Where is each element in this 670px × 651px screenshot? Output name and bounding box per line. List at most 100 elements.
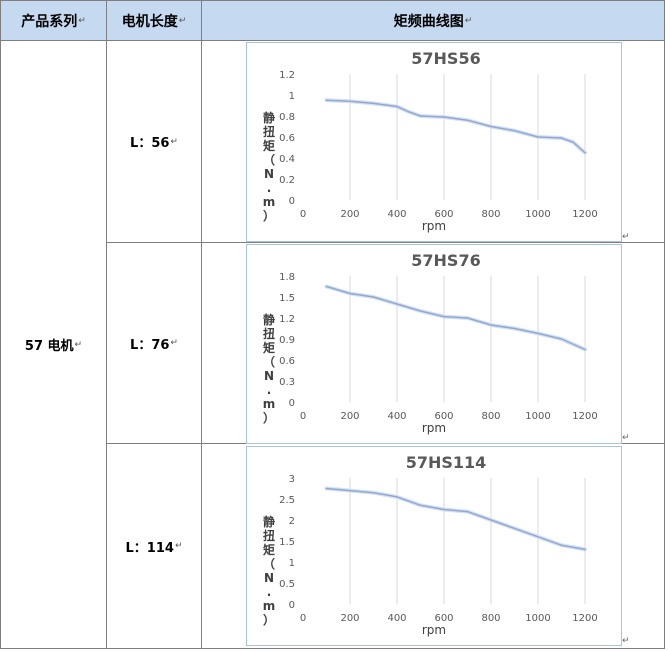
- data-point: [325, 285, 328, 288]
- ylabel-char: N: [263, 167, 275, 181]
- data-point: [372, 491, 375, 494]
- series-line: [325, 285, 586, 351]
- ylabel-char: 矩: [262, 543, 275, 557]
- data-point: [490, 324, 492, 326]
- header-length-label: 电机长度: [121, 13, 178, 30]
- y-tick-label: 2: [289, 516, 295, 527]
- data-point: [584, 151, 586, 154]
- data-point: [513, 527, 516, 530]
- x-tick-label: 200: [340, 613, 359, 624]
- header-curve: 矩频曲线图 ↵: [202, 1, 664, 40]
- table-border-top: [0, 0, 665, 1]
- data-point: [349, 292, 351, 295]
- series-name: 57 电机: [24, 339, 74, 354]
- x-tick-label: 800: [481, 411, 500, 422]
- data-point: [513, 327, 516, 330]
- length-label: L：76: [130, 337, 170, 353]
- data-point: [537, 536, 539, 538]
- data-point: [372, 296, 375, 298]
- ylabel-char: m: [262, 599, 276, 613]
- y-tick-label: 0.6: [279, 356, 295, 367]
- data-point: [466, 510, 469, 513]
- ylabel-char: ）: [262, 613, 275, 627]
- data-point: [490, 125, 492, 128]
- length-label: L：56: [130, 136, 170, 151]
- x-tick-label: 1000: [525, 613, 550, 624]
- data-point: [560, 338, 563, 340]
- data-point: [584, 348, 586, 351]
- data-point: [396, 105, 398, 108]
- paragraph-mark: ↵: [170, 136, 178, 147]
- ylabel-char: 静: [262, 111, 275, 125]
- x-tick-label: 1200: [572, 209, 597, 220]
- col2-line: [201, 0, 202, 649]
- data-point: [466, 317, 469, 319]
- x-tick-label: 0: [300, 209, 306, 220]
- x-tick-label: 400: [387, 411, 406, 422]
- ylabel-char: 扭: [262, 327, 275, 341]
- chart-svg: 57HS76 0 200 400 600 800 1000 1200 0 0.3 0.6 0.9 1.2…: [279, 251, 598, 435]
- y-tick-label: 0: [289, 196, 295, 207]
- data-point: [537, 332, 539, 335]
- ylabel-char: （: [262, 557, 275, 571]
- chart-xlabel: rpm: [422, 421, 446, 435]
- ylabel-char: 扭: [262, 125, 275, 139]
- data-point: [560, 544, 563, 546]
- data-point: [537, 136, 539, 138]
- y-tick-label: 0.9: [279, 335, 295, 346]
- y-tick-label: 3: [289, 474, 295, 485]
- y-tick-label: 0: [289, 600, 295, 611]
- paragraph-mark: ↵: [178, 15, 187, 26]
- series-name-cell: 57 电机 ↵: [1, 41, 106, 648]
- data-point: [572, 141, 575, 144]
- paragraph-mark: ↵: [170, 338, 178, 348]
- data-point: [443, 116, 445, 118]
- x-tick-label: 800: [481, 209, 500, 220]
- ylabel-char: 扭: [262, 529, 275, 543]
- data-point: [325, 487, 328, 490]
- x-tick-label: 400: [387, 209, 406, 220]
- chart-title: 57HS114: [406, 453, 487, 472]
- chart-xlabel: rpm: [422, 623, 446, 637]
- data-point: [396, 303, 398, 305]
- header-series-label: 产品系列: [21, 13, 78, 30]
- header-bottom-line: [0, 40, 665, 41]
- length-label: L：114: [125, 540, 174, 556]
- chart-svg: 57HS56 0 200 400 600 800 1000 1200 0 0.2 0.4 0.6 0.8…: [279, 49, 598, 233]
- x-tick-label: 1200: [572, 411, 597, 422]
- data-point: [372, 102, 375, 105]
- x-tick-label: 1000: [525, 209, 550, 220]
- ylabel-char: N: [263, 369, 275, 383]
- ylabel-char: 静: [262, 515, 275, 529]
- header-length: 电机长度 ↵: [107, 1, 201, 40]
- table-border-bottom: [0, 648, 665, 649]
- row1-bottom-line: [106, 242, 665, 243]
- series-line: [325, 487, 586, 551]
- ylabel-char: m: [262, 195, 276, 209]
- paragraph-mark: ↵: [74, 339, 83, 350]
- ylabel-char: 矩: [262, 341, 275, 355]
- paragraph-mark: ↵: [174, 541, 183, 551]
- x-tick-label: 600: [434, 209, 453, 220]
- x-tick-label: 600: [434, 411, 453, 422]
- data-point: [419, 310, 422, 312]
- y-tick-label: 0.6: [279, 133, 295, 144]
- y-tick-label: 0: [289, 398, 295, 409]
- x-tick-label: 800: [481, 613, 500, 624]
- length-cell-56: L：56 ↵: [107, 41, 201, 242]
- paragraph-mark: ↵: [464, 15, 473, 26]
- x-tick-label: 200: [340, 209, 359, 220]
- x-tick-label: 400: [387, 613, 406, 624]
- ylabel-char: .: [266, 585, 272, 599]
- x-tick-label: 200: [340, 411, 359, 422]
- ylabel-char: .: [266, 181, 272, 195]
- data-point: [325, 99, 328, 102]
- paragraph-mark: ↵: [622, 433, 630, 443]
- x-tick-label: 600: [434, 613, 453, 624]
- series-line: [325, 99, 586, 154]
- table-border-left: [0, 0, 1, 649]
- ylabel-char: （: [262, 355, 275, 369]
- x-tick-label: 0: [300, 411, 306, 422]
- chart-xlabel: rpm: [422, 219, 446, 233]
- chart-title: 57HS56: [411, 49, 480, 68]
